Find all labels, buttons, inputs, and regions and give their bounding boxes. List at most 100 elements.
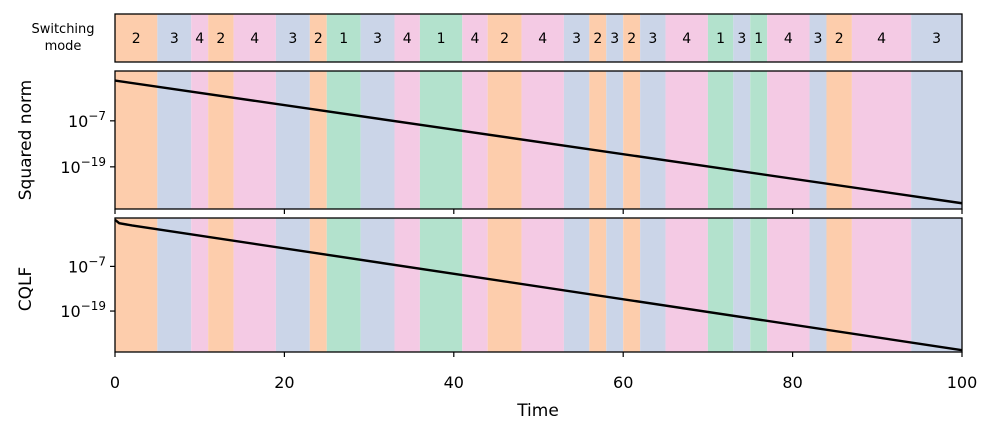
mode-background-band xyxy=(767,218,810,352)
mode-band xyxy=(487,14,522,62)
mode-band xyxy=(563,14,590,62)
mode-label: 4 xyxy=(195,31,204,47)
mode-label: 1 xyxy=(716,31,725,47)
mode-label: 3 xyxy=(170,31,179,47)
mode-label: 3 xyxy=(932,31,941,47)
mode-background-band xyxy=(623,218,641,352)
x-axis-label: Time xyxy=(516,401,559,421)
mode-background-band xyxy=(606,71,624,209)
mode-label: 3 xyxy=(572,31,581,47)
mode-band xyxy=(462,14,488,62)
y-tick-label: 10−7 xyxy=(68,109,106,131)
mode-background-band xyxy=(487,218,522,352)
mode-band xyxy=(191,14,209,62)
y-tick-label: 10−19 xyxy=(60,299,106,321)
mode-label: 2 xyxy=(500,31,509,47)
mode-background-band xyxy=(309,71,327,209)
mode-label: 4 xyxy=(250,31,259,47)
x-tick-label: 0 xyxy=(110,373,120,392)
mode-background-band xyxy=(208,71,234,209)
x-tick-label: 100 xyxy=(947,373,978,392)
mode-band xyxy=(394,14,420,62)
mode-background-band xyxy=(360,218,395,352)
mode-background-band xyxy=(911,218,962,352)
mode-background-band xyxy=(394,71,420,209)
mode-label: 3 xyxy=(648,31,657,47)
y-tick-label: 10−19 xyxy=(60,155,106,177)
mode-background-band xyxy=(309,218,327,352)
y-tick-label: 10−7 xyxy=(68,254,106,276)
mode-band xyxy=(623,14,641,62)
mode-band xyxy=(809,14,827,62)
mode-background-band xyxy=(326,71,361,209)
mode-background-band xyxy=(640,71,666,209)
mode-background-band xyxy=(589,71,607,209)
mode-background-band xyxy=(707,71,734,209)
mode-label: 2 xyxy=(216,31,225,47)
mode-label: 2 xyxy=(627,31,636,47)
ylabel-cqlf: CQLF xyxy=(16,267,36,312)
mode-background-band xyxy=(191,218,209,352)
mode-panel-frame xyxy=(114,13,963,63)
mode-band xyxy=(309,14,327,62)
mode-background-band xyxy=(419,218,463,352)
x-axis-ticks: 0 20 40 60 80 100 xyxy=(110,373,977,392)
mode-background-band xyxy=(419,71,463,209)
mode-band xyxy=(115,14,158,62)
mode-label: 4 xyxy=(682,31,691,47)
mode-background-band xyxy=(733,71,751,209)
cqlf-panel: 10−7 10−19 xyxy=(60,217,963,357)
mode-background-band xyxy=(623,71,641,209)
mode-background-band xyxy=(733,218,751,352)
mode-label: 3 xyxy=(288,31,297,47)
mode-band xyxy=(707,14,734,62)
mode-band xyxy=(157,14,192,62)
mode-background-band xyxy=(606,218,624,352)
mode-background-band xyxy=(115,218,158,352)
mode-band xyxy=(606,14,624,62)
mode-background-band xyxy=(851,218,912,352)
ylabel-squared-norm: Squared norm xyxy=(16,80,36,200)
series-line xyxy=(114,218,963,352)
mode-background-band xyxy=(233,218,276,352)
mode-label: 4 xyxy=(538,31,547,47)
mode-label: 2 xyxy=(593,31,602,47)
mode-background-band xyxy=(809,71,827,209)
mode-band xyxy=(360,14,395,62)
mode-band xyxy=(826,14,852,62)
mode-band xyxy=(275,14,310,62)
mode-background-band xyxy=(665,71,708,209)
mode-background-band xyxy=(707,218,734,352)
mode-label: 4 xyxy=(471,31,480,47)
mode-background-band xyxy=(750,218,768,352)
mode-title-line2: mode xyxy=(45,39,82,54)
mode-background-band xyxy=(911,71,962,209)
mode-background-band xyxy=(275,218,310,352)
mode-label: 3 xyxy=(737,31,746,47)
mode-background-band xyxy=(563,71,590,209)
mode-label: 4 xyxy=(403,31,412,47)
squared-norm-panel: 10−7 10−19 xyxy=(60,70,963,214)
mode-band xyxy=(665,14,708,62)
mode-background-band xyxy=(233,71,276,209)
mode-label: 3 xyxy=(373,31,382,47)
mode-background-band xyxy=(665,218,708,352)
x-tick-label: 20 xyxy=(274,373,294,392)
mode-background-band xyxy=(275,71,310,209)
mode-band xyxy=(911,14,962,62)
mode-label: 4 xyxy=(784,31,793,47)
mode-label: 1 xyxy=(754,31,763,47)
mode-background-band xyxy=(851,71,912,209)
mode-band xyxy=(326,14,361,62)
series-line xyxy=(114,79,963,205)
mode-label: 2 xyxy=(835,31,844,47)
mode-title-line1: Switching xyxy=(31,22,94,37)
mode-band xyxy=(733,14,751,62)
mode-background-band xyxy=(750,71,768,209)
mode-band xyxy=(589,14,607,62)
x-tick-label: 60 xyxy=(613,373,633,392)
mode-band xyxy=(640,14,666,62)
mode-background-band xyxy=(394,218,420,352)
mode-label: 3 xyxy=(610,31,619,47)
x-tick-label: 80 xyxy=(782,373,802,392)
